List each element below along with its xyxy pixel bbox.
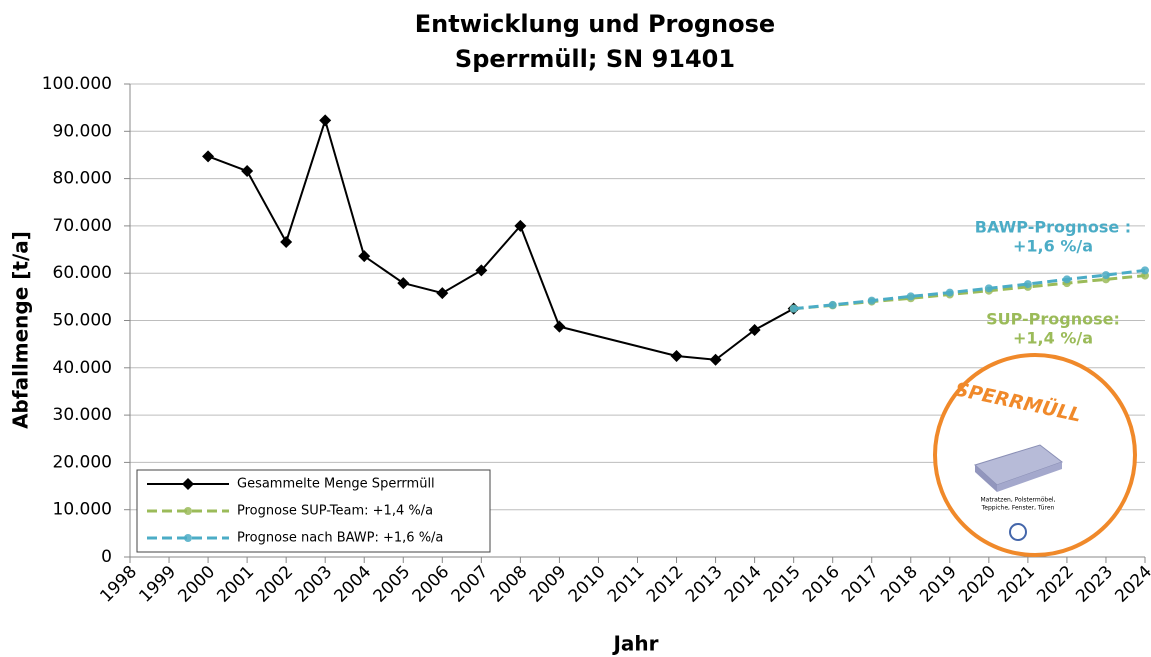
x-tick-label: 2024 xyxy=(1111,562,1151,607)
point-marker xyxy=(1023,280,1032,289)
point-marker xyxy=(906,292,915,301)
x-tick-label: 2019 xyxy=(916,562,961,607)
x-tick-label: 2008 xyxy=(487,562,532,607)
x-tick-label: 2013 xyxy=(682,562,727,607)
point-marker xyxy=(202,150,215,163)
y-axis-title: Abfallmenge [t/a] xyxy=(9,231,33,429)
point-marker xyxy=(1062,275,1071,284)
point-marker xyxy=(1141,266,1149,275)
point-marker xyxy=(514,219,527,232)
annotation: SUP-Prognose: xyxy=(986,310,1120,329)
x-tick-label: 2015 xyxy=(760,562,805,607)
y-tick-label: 10.000 xyxy=(53,500,112,520)
x-tick-label: 2021 xyxy=(994,562,1039,607)
x-tick-label: 2017 xyxy=(838,562,883,607)
x-tick-label: 2018 xyxy=(877,562,922,607)
point-marker xyxy=(184,507,192,515)
point-marker xyxy=(984,284,993,293)
logo-mattress-front xyxy=(997,462,1062,492)
y-tick-label: 40.000 xyxy=(53,358,112,378)
x-tick-label: 2005 xyxy=(370,562,415,607)
point-marker xyxy=(319,114,332,127)
y-tick-label: 90.000 xyxy=(53,121,112,141)
y-tick-label: 100.000 xyxy=(42,74,112,94)
series-line xyxy=(793,274,1146,311)
point-marker xyxy=(397,277,410,290)
y-tick-label: 20.000 xyxy=(53,452,112,472)
logo-caption: Matratzen, Polstermöbel, xyxy=(980,497,1055,504)
x-tick-label: 1998 xyxy=(96,562,141,607)
annotation: +1,6 %/a xyxy=(1013,237,1093,256)
point-marker xyxy=(828,300,837,309)
x-tick-label: 2009 xyxy=(526,562,571,607)
x-tick-label: 2014 xyxy=(721,562,766,607)
y-tick-label: 60.000 xyxy=(53,263,112,283)
point-marker xyxy=(241,165,254,178)
x-tick-label: 2000 xyxy=(174,562,219,607)
logo: SPERRMÜLL Matratzen, Polstermöbel, Teppi… xyxy=(933,353,1137,557)
chart-subtitle: Sperrmüll; SN 91401 xyxy=(455,45,735,73)
legend-label: Gesammelte Menge Sperrmüll xyxy=(237,477,435,492)
point-marker xyxy=(184,534,192,542)
x-tick-label: 2022 xyxy=(1033,562,1078,607)
series-line xyxy=(207,116,795,361)
x-tick-label: 2007 xyxy=(448,562,493,607)
annotation: BAWP-Prognose : xyxy=(975,218,1131,237)
series-line xyxy=(793,268,1146,311)
annotation: +1,4 %/a xyxy=(1013,329,1093,348)
x-tick-label: 2011 xyxy=(604,562,649,607)
x-tick-label: 2004 xyxy=(331,562,376,607)
legend-label: Prognose nach BAWP: +1,6 %/a xyxy=(237,531,443,546)
point-marker xyxy=(1101,271,1110,280)
point-marker xyxy=(182,478,194,490)
y-tick-label: 80.000 xyxy=(53,169,112,189)
x-tick-label: 2020 xyxy=(955,562,1000,607)
x-tick-label: 1999 xyxy=(135,562,180,607)
point-marker xyxy=(789,304,798,313)
point-marker xyxy=(867,296,876,305)
point-marker xyxy=(475,264,488,277)
y-tick-label: 50.000 xyxy=(53,311,112,331)
x-tick-label: 2001 xyxy=(213,562,258,607)
y-tick-label: 0 xyxy=(101,547,112,567)
legend-label: Prognose SUP-Team: +1,4 %/a xyxy=(237,504,433,519)
x-axis-title: Jahr xyxy=(611,632,658,656)
point-marker xyxy=(358,250,371,263)
logo-badge xyxy=(1009,523,1027,541)
y-tick-label: 70.000 xyxy=(53,216,112,236)
y-tick-label: 30.000 xyxy=(53,405,112,425)
point-marker xyxy=(553,320,566,333)
x-tick-label: 2002 xyxy=(252,562,297,607)
x-tick-label: 2010 xyxy=(565,562,610,607)
logo-mattress-side xyxy=(975,465,997,492)
x-tick-label: 2012 xyxy=(643,562,688,607)
x-tick-label: 2003 xyxy=(292,562,337,607)
point-marker xyxy=(280,235,293,248)
point-marker xyxy=(748,323,761,336)
chart-title: Entwicklung und Prognose xyxy=(415,10,775,38)
x-tick-label: 2016 xyxy=(799,562,844,607)
x-tick-label: 2023 xyxy=(1072,562,1117,607)
logo-caption: Teppiche, Fenster, Türen xyxy=(981,505,1055,512)
point-marker xyxy=(436,287,449,300)
x-tick-label: 2006 xyxy=(409,562,454,607)
point-marker xyxy=(670,349,683,362)
point-marker xyxy=(945,288,954,297)
point-marker xyxy=(709,353,722,366)
